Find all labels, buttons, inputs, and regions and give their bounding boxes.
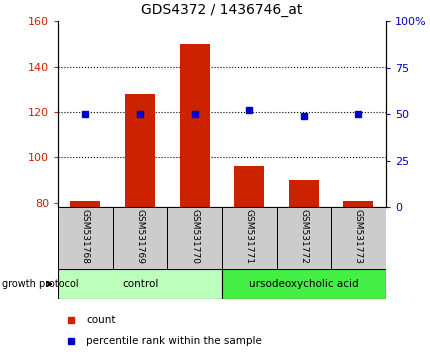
Bar [234, 166, 264, 207]
Bar [113, 207, 167, 269]
Bar [125, 94, 155, 207]
Text: GSM531769: GSM531769 [135, 209, 144, 264]
Text: control: control [122, 279, 158, 289]
Bar [179, 44, 209, 207]
Title: GDS4372 / 1436746_at: GDS4372 / 1436746_at [141, 4, 302, 17]
Text: ursodeoxycholic acid: ursodeoxycholic acid [249, 279, 358, 289]
Bar [330, 207, 385, 269]
Text: GSM531770: GSM531770 [190, 209, 199, 264]
Text: GSM531772: GSM531772 [299, 209, 307, 264]
Bar [58, 269, 221, 299]
Text: GSM531771: GSM531771 [244, 209, 253, 264]
Bar [71, 201, 100, 207]
Bar [221, 207, 276, 269]
Text: growth protocol: growth protocol [2, 279, 79, 289]
Bar [58, 207, 113, 269]
Bar [343, 201, 372, 207]
Bar [167, 207, 221, 269]
Text: GSM531768: GSM531768 [81, 209, 90, 264]
Bar [221, 269, 385, 299]
Text: percentile rank within the sample: percentile rank within the sample [86, 336, 261, 346]
Bar [288, 180, 318, 207]
Text: count: count [86, 315, 115, 325]
Bar [276, 207, 330, 269]
Text: GSM531773: GSM531773 [353, 209, 362, 264]
